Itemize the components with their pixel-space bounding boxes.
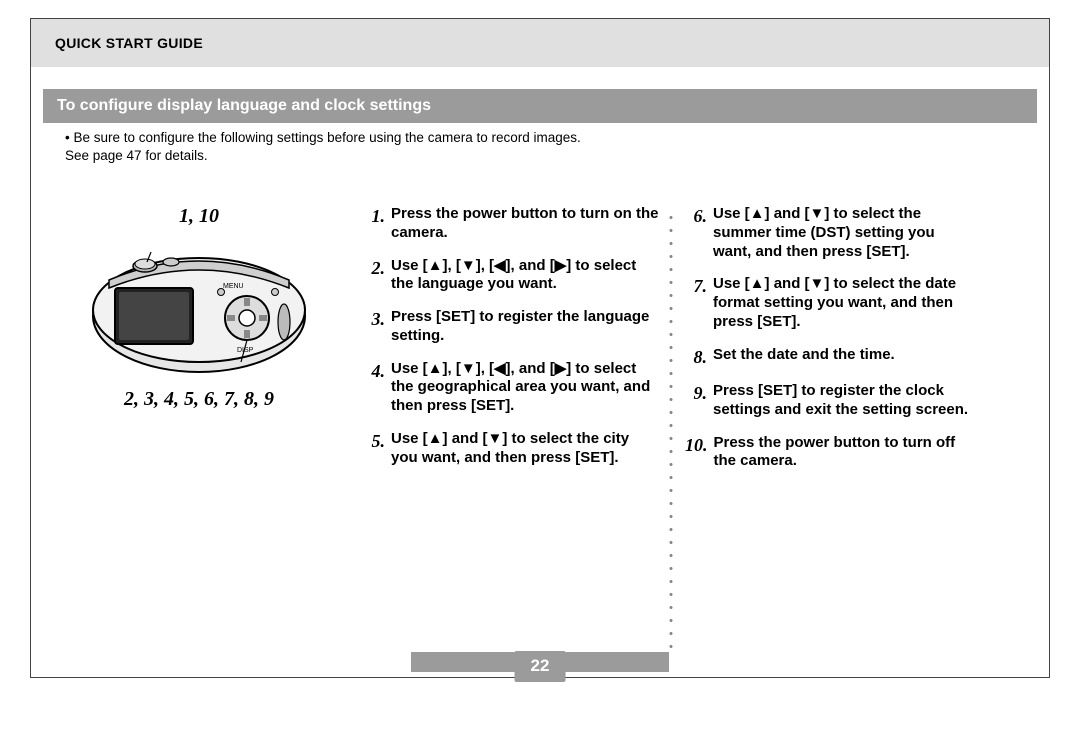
header-band: QUICK START GUIDE bbox=[31, 19, 1049, 67]
columns: 1, 10 bbox=[43, 185, 1037, 665]
steps-column-right: 6.Use [▲] and [▼] to select the summer t… bbox=[667, 185, 979, 665]
step-item: 6.Use [▲] and [▼] to select the summer t… bbox=[685, 205, 971, 261]
step-num: 5. bbox=[363, 430, 391, 468]
step-item: 7.Use [▲] and [▼] to select the date for… bbox=[685, 275, 971, 331]
header-title: QUICK START GUIDE bbox=[55, 35, 203, 51]
step-text: Use [▲], [▼], [◀], and [▶] to select the… bbox=[391, 257, 659, 295]
step-item: 2.Use [▲], [▼], [◀], and [▶] to select t… bbox=[363, 257, 659, 295]
figure-column: 1, 10 bbox=[43, 185, 355, 665]
step-num: 8. bbox=[685, 346, 713, 369]
step-item: 9.Press [SET] to register the clock sett… bbox=[685, 382, 971, 420]
step-text: Press [SET] to register the clock settin… bbox=[713, 382, 971, 420]
step-num: 9. bbox=[685, 382, 713, 420]
steps-list-left: 1.Press the power button to turn on the … bbox=[363, 205, 659, 467]
step-num: 10. bbox=[685, 434, 714, 472]
step-item: 3.Press [SET] to register the language s… bbox=[363, 308, 659, 346]
figure-label-top: 1, 10 bbox=[179, 205, 219, 228]
step-item: 8.Set the date and the time. bbox=[685, 346, 971, 369]
page-frame: QUICK START GUIDE To configure display l… bbox=[30, 18, 1050, 678]
step-num: 3. bbox=[363, 308, 391, 346]
step-text: Set the date and the time. bbox=[713, 346, 971, 369]
step-text: Press [SET] to register the language set… bbox=[391, 308, 659, 346]
step-num: 7. bbox=[685, 275, 713, 331]
step-text: Use [▲] and [▼] to select the date forma… bbox=[713, 275, 971, 331]
step-num: 6. bbox=[685, 205, 713, 261]
step-text: Press the power button to turn off the c… bbox=[714, 434, 972, 472]
step-item: 1.Press the power button to turn on the … bbox=[363, 205, 659, 243]
figure-label-bottom: 2, 3, 4, 5, 6, 7, 8, 9 bbox=[124, 388, 274, 411]
steps-list-right: 6.Use [▲] and [▼] to select the summer t… bbox=[685, 205, 971, 471]
step-num: 4. bbox=[363, 360, 391, 416]
step-item: 4.Use [▲], [▼], [◀], and [▶] to select t… bbox=[363, 360, 659, 416]
intro-text: • Be sure to configure the following set… bbox=[65, 129, 1015, 165]
section-band: To configure display language and clock … bbox=[43, 89, 1037, 123]
section-title: To configure display language and clock … bbox=[57, 97, 431, 115]
step-num: 1. bbox=[363, 205, 391, 243]
intro-line2: See page 47 for details. bbox=[65, 147, 1015, 165]
step-item: 5.Use [▲] and [▼] to select the city you… bbox=[363, 430, 659, 468]
camera-illustration: MENU DISP bbox=[79, 232, 319, 382]
step-text: Use [▲] and [▼] to select the city you w… bbox=[391, 430, 659, 468]
step-text: Use [▲] and [▼] to select the summer tim… bbox=[713, 205, 971, 261]
step-item: 10.Press the power button to turn off th… bbox=[685, 434, 971, 472]
page-number: 22 bbox=[515, 651, 566, 682]
intro-line1: • Be sure to configure the following set… bbox=[65, 130, 581, 145]
steps-column-left: 1.Press the power button to turn on the … bbox=[355, 185, 667, 665]
step-text: Press the power button to turn on the ca… bbox=[391, 205, 659, 243]
step-text: Use [▲], [▼], [◀], and [▶] to select the… bbox=[391, 360, 659, 416]
column-divider-dots bbox=[667, 211, 675, 655]
step-num: 2. bbox=[363, 257, 391, 295]
svg-text:MENU: MENU bbox=[223, 283, 244, 290]
